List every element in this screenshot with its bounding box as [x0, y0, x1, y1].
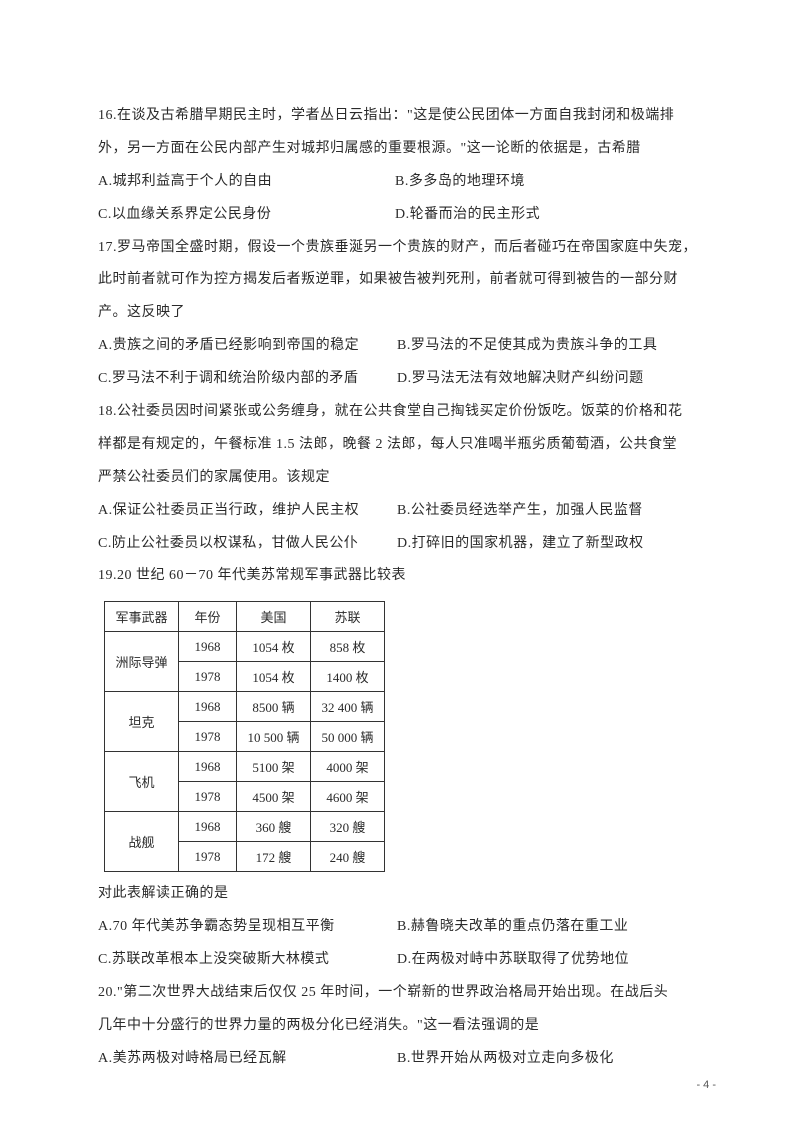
- cell: 1968: [179, 632, 237, 662]
- cell: 1968: [179, 692, 237, 722]
- q19-options-row1: A.70 年代美苏争霸态势呈现相互平衡B.赫鲁晓夫改革的重点仍落在重工业: [98, 911, 696, 944]
- q19-after: 对此表解读正确的是: [98, 878, 696, 911]
- q16-opt-a: A.城邦利益高于个人的自由: [98, 166, 395, 199]
- cell: 1968: [179, 812, 237, 842]
- q20-line1: 20."第二次世界大战结束后仅仅 25 年时间，一个崭新的世界政治格局开始出现。…: [98, 977, 696, 1010]
- q20-opt-a: A.美苏两极对峙格局已经瓦解: [98, 1043, 397, 1076]
- cell-cat: 洲际导弹: [105, 632, 179, 692]
- q18-options-row2: C.防止公社委员以权谋私，甘做人民公仆D.打碎旧的国家机器，建立了新型政权: [98, 528, 696, 561]
- cell: 1054 枚: [237, 632, 311, 662]
- cell: 240 艘: [311, 842, 385, 872]
- q20-opt-b: B.世界开始从两极对立走向多极化: [397, 1043, 696, 1076]
- th-ussr: 苏联: [311, 602, 385, 632]
- q20-options-row1: A.美苏两极对峙格局已经瓦解B.世界开始从两极对立走向多极化: [98, 1043, 696, 1076]
- q18-opt-b: B.公社委员经选举产生，加强人民监督: [397, 495, 696, 528]
- q18-opt-a: A.保证公社委员正当行政，维护人民主权: [98, 495, 397, 528]
- cell: 858 枚: [311, 632, 385, 662]
- q16-options-row2: C.以血缘关系界定公民身份D.轮番而治的民主形式: [98, 199, 696, 232]
- cell: 5100 架: [237, 752, 311, 782]
- cell: 1978: [179, 842, 237, 872]
- q18-opt-c: C.防止公社委员以权谋私，甘做人民公仆: [98, 528, 397, 561]
- page-number: - 4 -: [696, 1079, 716, 1091]
- cell: 1968: [179, 752, 237, 782]
- cell-cat: 坦克: [105, 692, 179, 752]
- cell: 1978: [179, 722, 237, 752]
- q19-opt-a: A.70 年代美苏争霸态势呈现相互平衡: [98, 911, 397, 944]
- q17-opt-d: D.罗马法无法有效地解决财产纠纷问题: [397, 363, 696, 396]
- table-row: 飞机 1968 5100 架 4000 架: [105, 752, 385, 782]
- q16-opt-b: B.多多岛的地理环境: [395, 166, 525, 199]
- q17-line2: 此时前者就可作为控方揭发后者叛逆罪，如果被告被判死刑，前者就可得到被告的一部分财: [98, 264, 696, 297]
- q18-opt-d: D.打碎旧的国家机器，建立了新型政权: [397, 528, 696, 561]
- cell: 1978: [179, 662, 237, 692]
- q18-line2: 样都是有规定的，午餐标准 1.5 法郎，晚餐 2 法郎，每人只准喝半瓶劣质葡萄酒…: [98, 429, 696, 462]
- q18-line3: 严禁公社委员们的家属使用。该规定: [98, 462, 696, 495]
- cell: 4600 架: [311, 782, 385, 812]
- q16-opt-c: C.以血缘关系界定公民身份: [98, 199, 395, 232]
- cell-cat: 飞机: [105, 752, 179, 812]
- q18-options-row1: A.保证公社委员正当行政，维护人民主权B.公社委员经选举产生，加强人民监督: [98, 495, 696, 528]
- th-usa: 美国: [237, 602, 311, 632]
- q17-opt-c: C.罗马法不利于调和统治阶级内部的矛盾: [98, 363, 397, 396]
- table-row: 洲际导弹 1968 1054 枚 858 枚: [105, 632, 385, 662]
- q19-opt-b: B.赫鲁晓夫改革的重点仍落在重工业: [397, 911, 696, 944]
- cell: 1978: [179, 782, 237, 812]
- cell: 8500 辆: [237, 692, 311, 722]
- cell: 32 400 辆: [311, 692, 385, 722]
- q17-opt-b: B.罗马法的不足使其成为贵族斗争的工具: [397, 330, 696, 363]
- q19-opt-c: C.苏联改革根本上没突破斯大林模式: [98, 944, 397, 977]
- cell: 1400 枚: [311, 662, 385, 692]
- q17-line3: 产。这反映了: [98, 297, 696, 330]
- cell: 172 艘: [237, 842, 311, 872]
- table-row: 战舰 1968 360 艘 320 艘: [105, 812, 385, 842]
- q16-opt-d: D.轮番而治的民主形式: [395, 199, 540, 232]
- th-category: 军事武器: [105, 602, 179, 632]
- cell: 320 艘: [311, 812, 385, 842]
- cell: 4500 架: [237, 782, 311, 812]
- th-year: 年份: [179, 602, 237, 632]
- cell-cat: 战舰: [105, 812, 179, 872]
- q19-opt-d: D.在两极对峙中苏联取得了优势地位: [397, 944, 696, 977]
- q19-options-row2: C.苏联改革根本上没突破斯大林模式D.在两极对峙中苏联取得了优势地位: [98, 944, 696, 977]
- q17-options-row2: C.罗马法不利于调和统治阶级内部的矛盾D.罗马法无法有效地解决财产纠纷问题: [98, 363, 696, 396]
- q17-options-row1: A.贵族之间的矛盾已经影响到帝国的稳定B.罗马法的不足使其成为贵族斗争的工具: [98, 330, 696, 363]
- cell: 4000 架: [311, 752, 385, 782]
- cell: 360 艘: [237, 812, 311, 842]
- q16-line1: 16.在谈及古希腊早期民主时，学者丛日云指出："这是使公民团体一方面自我封闭和极…: [98, 100, 696, 133]
- cell: 1054 枚: [237, 662, 311, 692]
- q16-options-row1: A.城邦利益高于个人的自由B.多多岛的地理环境: [98, 166, 696, 199]
- q18-line1: 18.公社委员因时间紧张或公务缠身，就在公共食堂自己掏钱买定价份饭吃。饭菜的价格…: [98, 396, 696, 429]
- q20-line2: 几年中十分盛行的世界力量的两极分化已经消失。"这一看法强调的是: [98, 1010, 696, 1043]
- cell: 50 000 辆: [311, 722, 385, 752]
- q19-table: 军事武器 年份 美国 苏联 洲际导弹 1968 1054 枚 858 枚 197…: [104, 601, 385, 872]
- cell: 10 500 辆: [237, 722, 311, 752]
- q17-opt-a: A.贵族之间的矛盾已经影响到帝国的稳定: [98, 330, 397, 363]
- q16-line2: 外，另一方面在公民内部产生对城邦归属感的重要根源。"这一论断的依据是，古希腊: [98, 133, 696, 166]
- q19-title: 19.20 世纪 60－70 年代美苏常规军事武器比较表: [98, 560, 696, 593]
- table-row: 军事武器 年份 美国 苏联: [105, 602, 385, 632]
- table-row: 坦克 1968 8500 辆 32 400 辆: [105, 692, 385, 722]
- q17-line1: 17.罗马帝国全盛时期，假设一个贵族垂涎另一个贵族的财产，而后者碰巧在帝国家庭中…: [98, 232, 696, 265]
